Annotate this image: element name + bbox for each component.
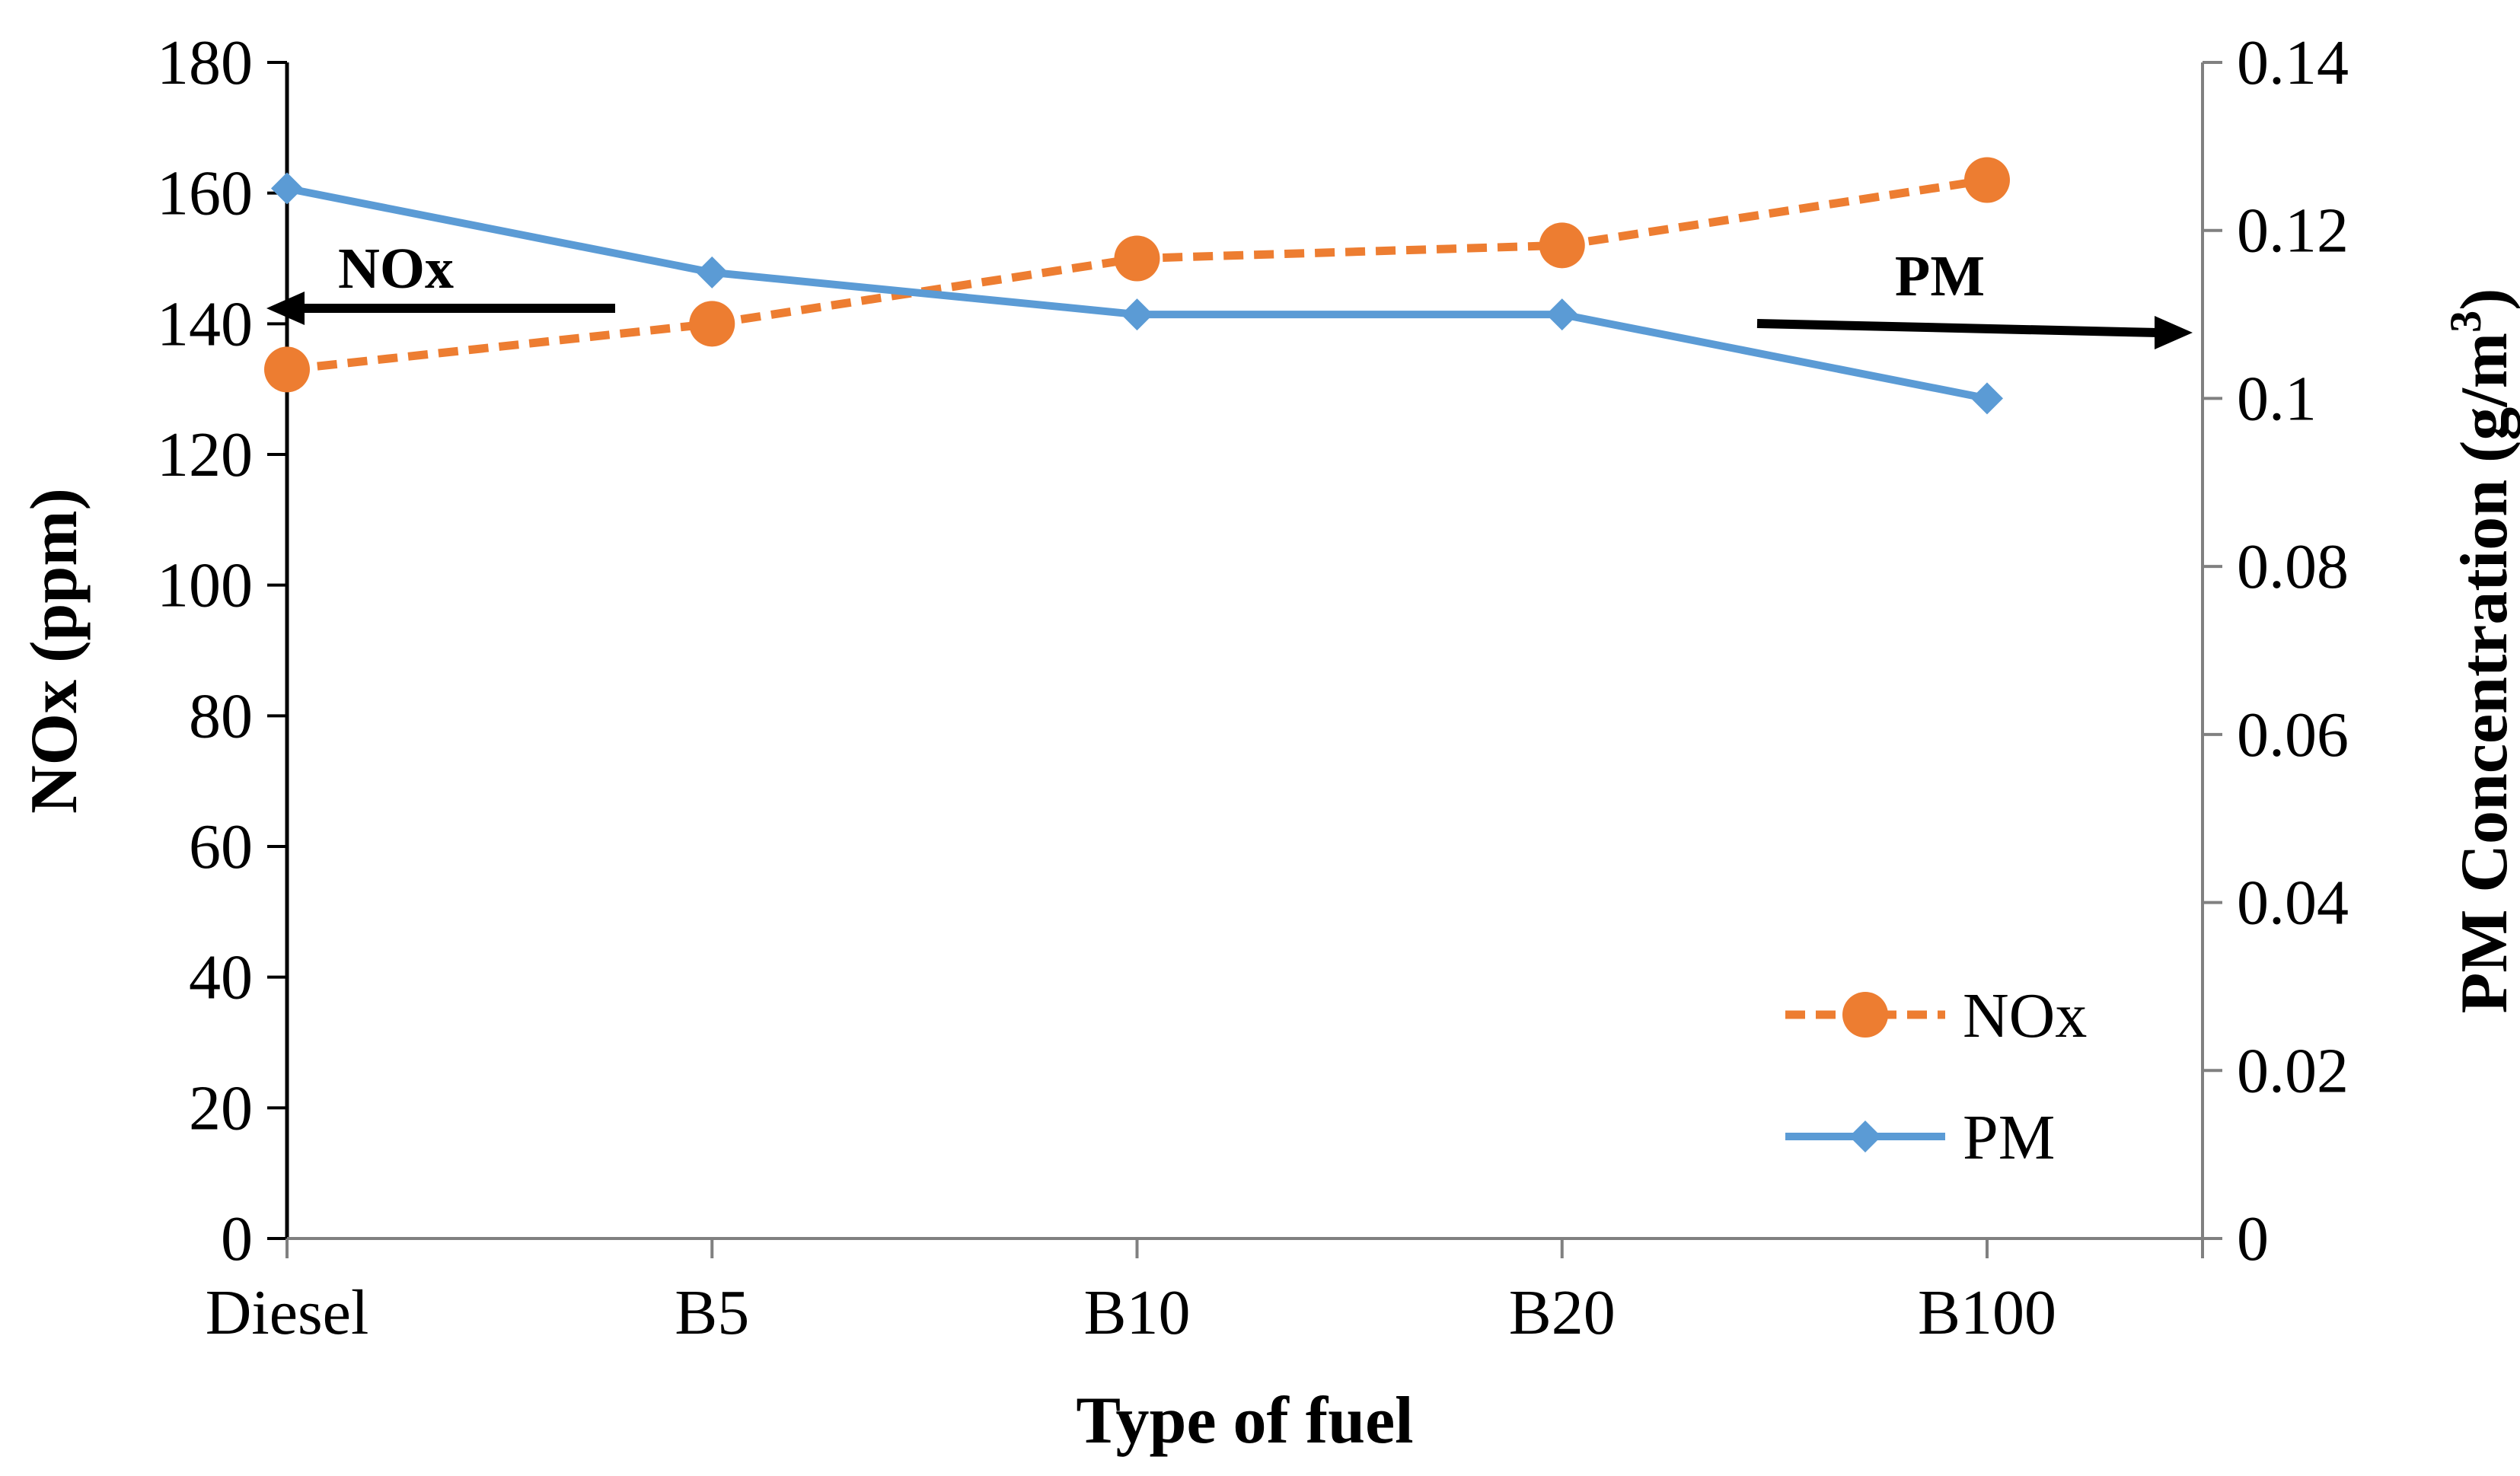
pm-annotation: PM <box>1756 244 2193 349</box>
left-y-tick-label: 140 <box>157 289 253 359</box>
left-y-tick-label: 180 <box>157 27 253 98</box>
right-y-tick-label: 0.08 <box>2237 531 2349 602</box>
left-y-tick-label: 0 <box>221 1203 253 1274</box>
left-y-tick-label: 80 <box>189 681 253 751</box>
left-y-axis-title: NOx (ppm) <box>18 488 91 814</box>
right-y-tick-label: 0.02 <box>2237 1035 2349 1106</box>
nox-data-point <box>1539 222 1585 269</box>
nox-data-point <box>689 301 735 347</box>
left-y-tick-label: 60 <box>189 811 253 882</box>
right-y-tick-label: 0 <box>2237 1203 2269 1274</box>
pm-data-point <box>1121 298 1153 331</box>
pm-data-point <box>271 172 303 205</box>
x-tick-label: B10 <box>1083 1277 1190 1348</box>
right-y-tick-label: 0.14 <box>2237 27 2349 98</box>
pm-data-point <box>696 256 729 289</box>
legend: NOx PM <box>1785 980 2087 1173</box>
nox-data-point <box>264 346 310 393</box>
nox-data-point <box>1964 157 2010 203</box>
x-tick-label: B20 <box>1509 1277 1616 1348</box>
x-tick-label: Diesel <box>206 1277 369 1348</box>
right-y-tick-label: 0.1 <box>2237 363 2317 434</box>
nox-annotation-label: NOx <box>338 237 454 301</box>
pm-series-line <box>286 184 1988 403</box>
legend-pm-label: PM <box>1963 1102 2055 1173</box>
legend-pm-marker <box>1849 1121 1881 1152</box>
left-y-tick-label: 40 <box>189 942 253 1013</box>
right-y-axis-title-close-paren: ) <box>2448 289 2520 311</box>
x-tick-label: B5 <box>675 1277 749 1348</box>
pm-data-point <box>1971 382 2003 415</box>
x-tick-label: B100 <box>1918 1277 2056 1348</box>
left-y-tick-label: 120 <box>157 419 253 490</box>
left-y-tick-label: 160 <box>157 158 253 229</box>
x-axis-title: Type of fuel <box>1076 1384 1413 1458</box>
legend-nox-label: NOx <box>1963 980 2087 1051</box>
pm-arrow-right-icon <box>2155 316 2193 349</box>
nox-data-point <box>1114 235 1160 282</box>
right-y-axis-title-main: PM Concentration (g/m <box>2448 333 2520 1013</box>
right-y-axis-title: PM Concentration (g/m3) <box>2441 289 2520 1014</box>
right-y-tick-label: 0.06 <box>2237 700 2349 770</box>
nox-arrow-left-icon <box>266 292 305 325</box>
nox-annotation: NOx <box>266 237 615 325</box>
left-y-tick-label: 20 <box>189 1073 253 1143</box>
legend-nox-marker <box>1842 992 1888 1038</box>
right-y-tick-label: 0.04 <box>2237 868 2349 939</box>
right-y-tick-label: 0.12 <box>2237 196 2349 266</box>
pm-annotation-label: PM <box>1895 244 1985 308</box>
pm-data-point <box>1545 298 1578 331</box>
pm-annotation-arrow-shaft <box>1756 319 2159 337</box>
right-y-axis-title-superscript: 3 <box>2441 311 2490 333</box>
left-y-tick-label: 100 <box>157 550 253 621</box>
